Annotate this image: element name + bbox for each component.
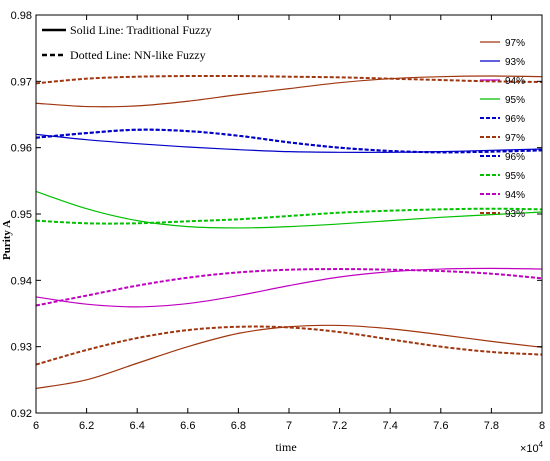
- annotation-dotted: Dotted Line: NN-like Fuzzy: [42, 48, 206, 62]
- legend-label-4: 96%: [505, 114, 525, 125]
- x-tick-label: 8: [539, 420, 545, 432]
- y-tick-label: 0.95: [11, 209, 32, 221]
- legend-label-2: 94%: [505, 76, 525, 87]
- legend-label-1: 93%: [505, 57, 525, 68]
- x-tick-label: 7.8: [484, 420, 499, 432]
- x-tick-label: 7.6: [433, 420, 448, 432]
- legend-label-9: 93%: [505, 209, 525, 220]
- plot-area: [36, 15, 542, 413]
- annotation-solid: Solid Line: Traditional Fuzzy: [42, 23, 212, 37]
- y-tick-label: 0.98: [11, 10, 32, 22]
- series-line-7: [35, 207, 543, 225]
- series-layer: [35, 74, 543, 390]
- x-tick-label: 6.4: [130, 420, 145, 432]
- annotation-solid-text: Solid Line: Traditional Fuzzy: [70, 23, 212, 37]
- x-multiplier-base: ×10: [520, 443, 539, 455]
- x-tick-label: 7.4: [383, 420, 398, 432]
- legend-label-6: 96%: [505, 152, 525, 163]
- x-tick-label: 6.8: [231, 420, 246, 432]
- series-line-5: [35, 74, 543, 85]
- x-tick-label: 6: [33, 420, 39, 432]
- legend-label-8: 94%: [505, 190, 525, 201]
- y-tick-label: 0.94: [11, 275, 32, 287]
- legend: 97% 93% 94% 95% 96% 97% 96% 95% 94% 93%: [480, 38, 525, 220]
- y-tick-label: 0.93: [11, 342, 32, 354]
- annotation-dotted-text: Dotted Line: NN-like Fuzzy: [70, 48, 206, 62]
- x-ticks: 6 6.2 6.4 6.6 6.8 7 7.2 7.4 7.6 7.8 8: [33, 15, 545, 432]
- x-tick-label: 7.2: [332, 420, 347, 432]
- legend-label-0: 97%: [505, 38, 525, 49]
- y-axis-title: Purity A: [1, 220, 13, 260]
- x-tick-label: 6.2: [79, 420, 94, 432]
- y-tick-label: 0.97: [11, 76, 32, 88]
- y-tick-label: 0.96: [11, 143, 32, 155]
- x-axis-title: time: [275, 440, 296, 454]
- x-tick-label: 7: [286, 420, 292, 432]
- series-line-8: [35, 268, 543, 307]
- legend-label-5: 97%: [505, 133, 525, 144]
- series-line-10: [35, 324, 543, 390]
- series-line-6: [35, 128, 543, 154]
- x-tick-label: 6.6: [180, 420, 195, 432]
- legend-label-3: 95%: [505, 95, 525, 106]
- series-line-3: [35, 190, 543, 229]
- x-multiplier: ×104: [520, 440, 544, 455]
- y-tick-label: 0.92: [11, 408, 32, 420]
- x-multiplier-exponent: 4: [539, 440, 544, 449]
- series-line-2: [35, 267, 543, 308]
- legend-label-7: 95%: [505, 171, 525, 182]
- series-line-0: [35, 75, 543, 108]
- y-ticks: 0.92 0.93 0.94 0.95 0.96 0.97 0.98: [11, 10, 542, 420]
